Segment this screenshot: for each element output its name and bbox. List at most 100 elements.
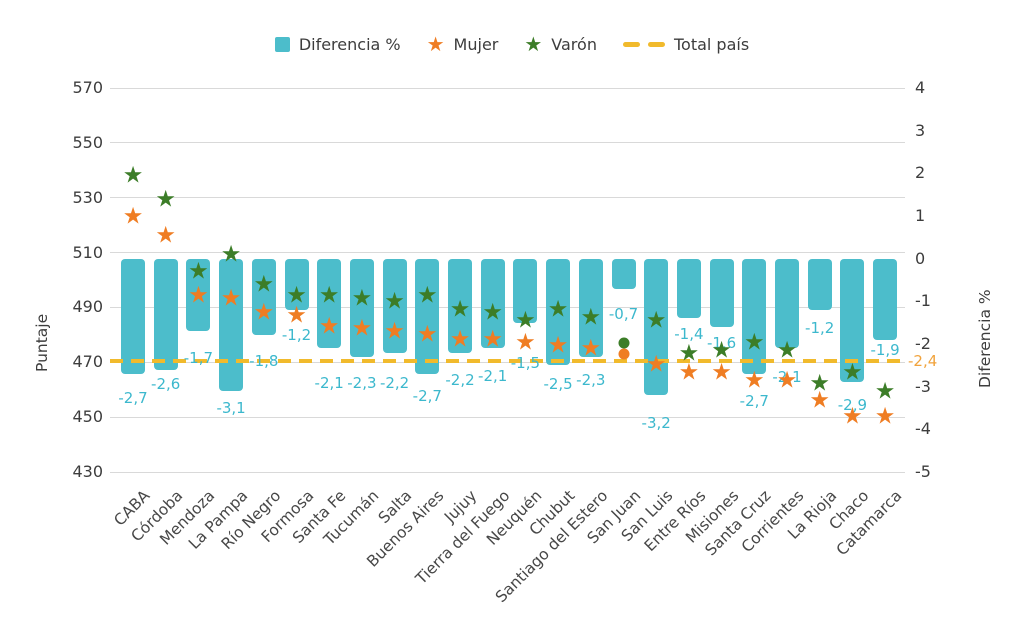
right-axis-tick: -3: [915, 376, 931, 396]
varon-marker-La Rioja: ★: [809, 370, 830, 397]
varon-marker-Salta: ★: [384, 288, 405, 315]
bar-value-label: -2,1: [772, 368, 802, 387]
mujer-marker-Neuquén: ★: [515, 329, 536, 356]
mujer-marker-Tucumán: ★: [351, 315, 373, 342]
mujer-marker-Corrientes: ★: [776, 367, 798, 394]
bar-Río Negro: [251, 258, 276, 336]
gridline: [110, 142, 905, 144]
mujer-marker-Buenos Aires: ★: [416, 321, 438, 348]
bar-value-label: -2,2: [379, 373, 410, 392]
gridline: [110, 471, 905, 473]
varon-marker-Santa Fe: ★: [318, 282, 340, 309]
varon-marker-Chaco: ★: [842, 359, 863, 386]
varon-marker-Corrientes: ★: [776, 337, 798, 364]
bar-value-label: -1,8: [249, 352, 279, 371]
gridline: [110, 197, 905, 199]
gridline: [110, 416, 905, 418]
legend-item-varon[interactable]: ★ Varón: [524, 34, 597, 54]
bar-Jujuy: [448, 258, 472, 353]
bar-value-label: -2,7: [412, 386, 442, 405]
mujer-marker-Santiago del Estero: ★: [580, 335, 602, 362]
bar-value-label: -1,7: [183, 349, 214, 368]
legend-item-diferencia[interactable]: Diferencia %: [274, 35, 401, 54]
bar-value-label: -2,3: [576, 370, 606, 389]
bar-Catamarca: [873, 258, 898, 340]
mujer-marker-La Rioja: ★: [809, 387, 830, 414]
mujer-marker-Córdoba: ★: [155, 222, 176, 249]
bar-value-label: -3,1: [216, 398, 246, 417]
bar-Mendoza: [186, 258, 211, 332]
bar-value-label: -2,2: [445, 370, 475, 389]
right-axis-tick: -1: [915, 291, 931, 311]
bar-Buenos Aires: [415, 258, 440, 374]
bar-Formosa: [284, 258, 309, 310]
gridline: [110, 252, 905, 254]
legend: Diferencia % ★ Mujer ★ Varón Total país: [0, 28, 1024, 60]
bar-value-label: -2,1: [314, 374, 344, 393]
bar-value-label: -2,1: [478, 367, 508, 386]
bar-value-label: -1,5: [510, 353, 541, 372]
bar-swatch-icon: [274, 36, 290, 52]
dash-icon: [622, 41, 665, 47]
varon-marker-Entre Ríos: ★: [678, 340, 700, 367]
mujer-marker-San Luis: ★: [645, 351, 667, 378]
left-axis-tick: 530: [72, 187, 103, 207]
bar-value-label: -3,2: [641, 414, 671, 433]
bar-value-label: -1,6: [706, 333, 737, 352]
star-icon: ★: [426, 32, 445, 56]
bar-Misiones: [709, 258, 734, 327]
bar-value-label: -1,2: [281, 325, 312, 344]
legend-label: Total país: [673, 34, 750, 54]
legend-label: Mujer: [453, 34, 499, 54]
gridline: [110, 306, 905, 308]
bar-Corrientes: [775, 258, 799, 349]
right-axis-tick: -2: [915, 334, 931, 353]
mujer-marker-Tierra del Fuego: ★: [482, 326, 503, 353]
bar-value-label: -0,7: [608, 304, 639, 323]
bar-CABA: [121, 258, 145, 374]
varon-marker-La Pampa: ★: [220, 241, 242, 268]
bar-La Pampa: [219, 258, 244, 391]
varon-marker-Río Negro: ★: [253, 271, 275, 298]
total-pais-label: -2,4: [908, 352, 938, 371]
bar-Tierra del Fuego: [480, 258, 505, 349]
mujer-marker-Santa Cruz: ★: [743, 367, 765, 394]
left-axis-title: Puntaje: [33, 313, 51, 372]
varon-marker-Tierra del Fuego: ★: [482, 299, 503, 326]
varon-marker-Neuquén: ★: [515, 307, 536, 334]
varon-marker-Catamarca: ★: [874, 378, 896, 405]
bar-Chubut: [546, 258, 571, 366]
bar-San Luis: [644, 258, 669, 396]
left-axis-tick: 470: [72, 352, 103, 372]
varon-marker-San Juan: [618, 337, 629, 349]
bar-San Juan: [611, 258, 636, 289]
varon-marker-Santiago del Estero: ★: [580, 304, 602, 331]
varon-marker-Tucumán: ★: [351, 285, 373, 312]
bar-Entre Ríos: [676, 258, 701, 319]
bar-Santiago del Estero: [578, 258, 603, 357]
mujer-marker-Entre Ríos: ★: [678, 359, 700, 386]
right-axis-tick: 2: [915, 163, 926, 183]
gridline: [110, 87, 905, 89]
varon-marker-Buenos Aires: ★: [416, 282, 438, 309]
mujer-marker-Mendoza: ★: [188, 282, 209, 309]
total-pais-line: [110, 359, 905, 364]
bar-value-label: -2,7: [118, 388, 148, 407]
legend-item-mujer[interactable]: ★ Mujer: [426, 32, 499, 56]
mujer-marker-Chaco: ★: [842, 403, 863, 430]
bar-value-label: -2,5: [543, 375, 573, 394]
left-axis-tick: 550: [72, 132, 103, 152]
legend-item-total-pais[interactable]: Total país: [622, 34, 750, 54]
varon-marker-San Luis: ★: [645, 307, 667, 334]
mujer-marker-San Juan: [618, 348, 629, 360]
varon-marker-Córdoba: ★: [155, 186, 176, 213]
mujer-marker-CABA: ★: [122, 203, 144, 230]
left-axis-tick: 510: [72, 242, 103, 262]
varon-marker-Chubut: ★: [547, 296, 569, 323]
right-axis-tick: 4: [915, 78, 926, 97]
bar-Santa Cruz: [742, 258, 767, 374]
bar-Córdoba: [153, 258, 178, 370]
bar-La Rioja: [807, 258, 832, 310]
mujer-marker-La Pampa: ★: [220, 285, 242, 312]
